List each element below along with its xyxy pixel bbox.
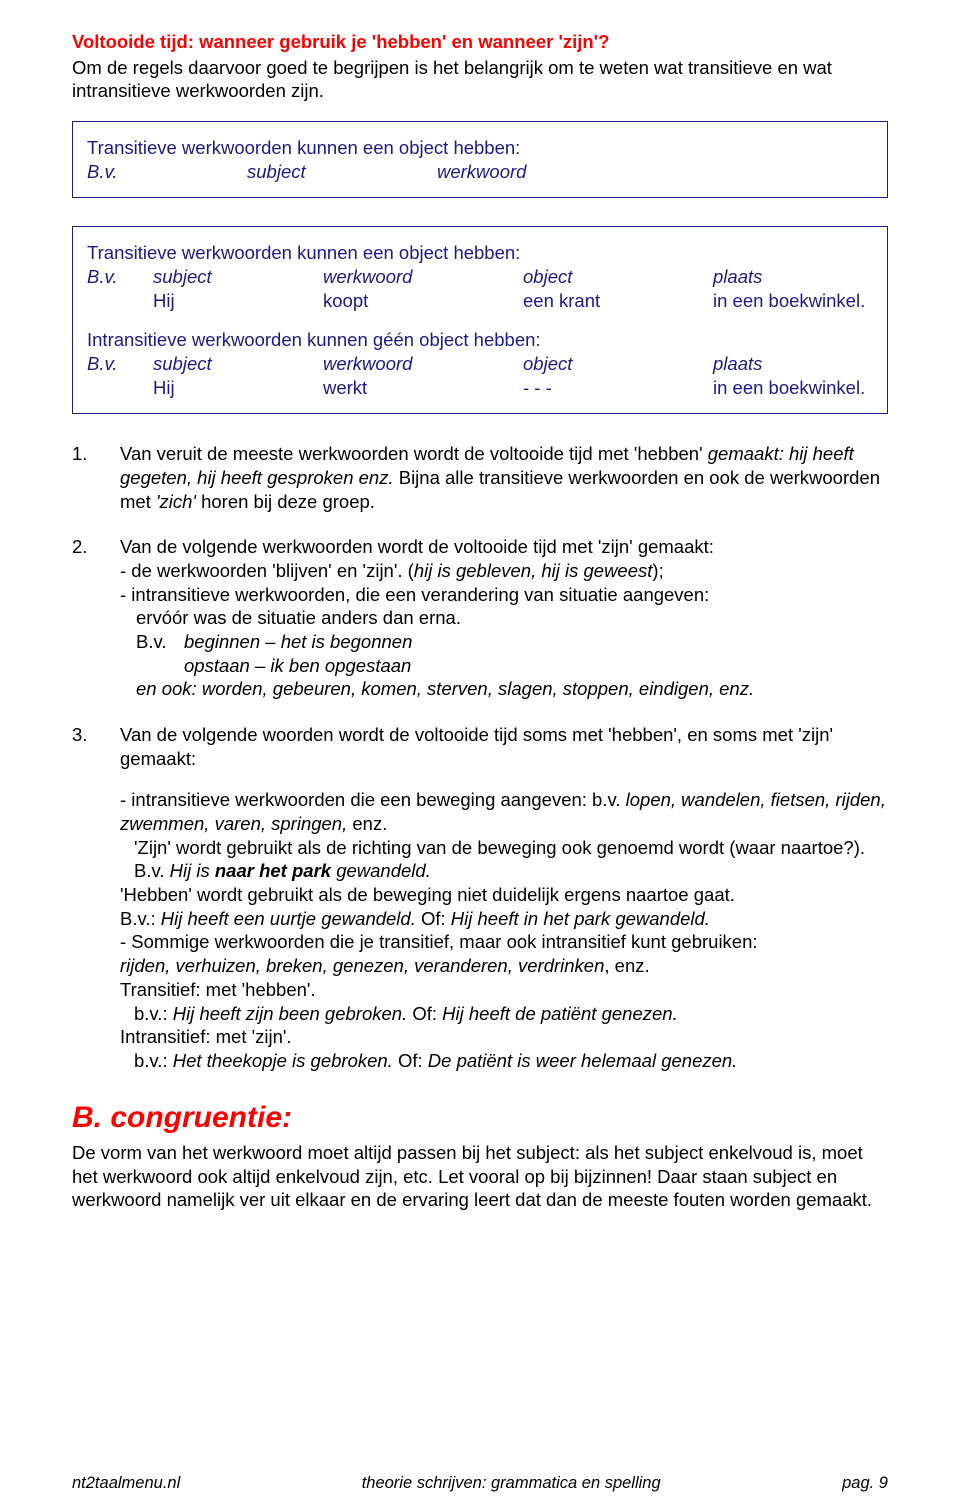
- text: B.v.:: [120, 908, 161, 929]
- text-italic: De patiënt is weer helemaal genezen.: [428, 1050, 738, 1071]
- text-italic: hij is gebleven, hij is geweest: [414, 560, 653, 581]
- line: b.v.: Het theekopje is gebroken. Of: De …: [120, 1049, 888, 1073]
- line: ervóór was de situatie anders dan erna.: [120, 606, 888, 630]
- cell-place: in een boekwinkel.: [713, 289, 865, 313]
- line: Transitief: met 'hebben'.: [120, 978, 888, 1002]
- col-object: object: [523, 265, 713, 289]
- list-item-3: 3. Van de volgende woorden wordt de volt…: [72, 723, 888, 1072]
- item-body: Van veruit de meeste werkwoorden wordt d…: [120, 442, 888, 513]
- hdr-subject: subject: [247, 160, 437, 184]
- cell-subject: Hij: [153, 376, 323, 400]
- bv-label: B.v.: [87, 265, 153, 289]
- cell-blank: [87, 289, 153, 313]
- text-bold-italic: naar het park: [215, 860, 331, 881]
- line: Van de volgende woorden wordt de voltooi…: [120, 723, 888, 770]
- bv-label: B.v.: [87, 160, 247, 184]
- line: b.v.: Hij heeft zijn been gebroken. Of: …: [120, 1002, 888, 1026]
- text-italic: Hij heeft de patiënt genezen.: [442, 1003, 678, 1024]
- bv-label: B.v.: [136, 630, 184, 654]
- numbered-list: 1. Van veruit de meeste werkwoorden word…: [72, 442, 888, 1072]
- text: enz.: [352, 813, 387, 834]
- text: Of:: [412, 1003, 442, 1024]
- col-subject: subject: [153, 352, 323, 376]
- cell-object: - - -: [523, 376, 713, 400]
- line: opstaan – ik ben opgestaan: [120, 654, 888, 678]
- text: );: [652, 560, 663, 581]
- cell-verb: werkt: [323, 376, 523, 400]
- hdr-verb: werkwoord: [437, 160, 627, 184]
- col-subject: subject: [153, 265, 323, 289]
- item-number: 1.: [72, 442, 120, 513]
- text-italic: worden, gebeuren, komen, sterven, slagen…: [202, 678, 754, 699]
- bv-label: B.v.: [87, 352, 153, 376]
- line: - Sommige werkwoorden die je transitief,…: [120, 930, 888, 954]
- text-italic: rijden, verhuizen, breken, genezen, vera…: [120, 955, 604, 976]
- transitive-heading: Transitieve werkwoorden kunnen een objec…: [87, 136, 873, 160]
- section-b-title: B. congruentie:: [72, 1099, 888, 1137]
- line: - intransitieve werkwoorden die een bewe…: [120, 788, 888, 835]
- page-footer: nt2taalmenu.nl theorie schrijven: gramma…: [72, 1473, 888, 1494]
- item-body: Van de volgende werkwoorden wordt de vol…: [120, 535, 888, 701]
- hdr-object-place: [627, 160, 873, 184]
- text: Of:: [421, 908, 451, 929]
- text: Of:: [398, 1050, 428, 1071]
- line: B.v.beginnen – het is begonnen: [120, 630, 888, 654]
- text: - intransitieve werkwoorden die een bewe…: [120, 789, 626, 810]
- text-italic: beginnen – het is begonnen: [184, 631, 412, 652]
- intransitive-heading: Intransitieve werkwoorden kunnen géén ob…: [87, 328, 873, 352]
- text-italic: gewandeld.: [331, 860, 431, 881]
- item-body: Van de volgende woorden wordt de voltooi…: [120, 723, 888, 1072]
- cell-place: in een boekwinkel.: [713, 376, 865, 400]
- line: 'Hebben' wordt gebruikt als de beweging …: [120, 883, 888, 907]
- transitive-heading: Transitieve werkwoorden kunnen een objec…: [87, 241, 873, 265]
- col-object: object: [523, 352, 713, 376]
- col-place: plaats: [713, 265, 762, 289]
- intro-paragraph: Om de regels daarvoor goed te begrijpen …: [72, 56, 888, 103]
- text-italic: Hij heeft in het park gewandeld.: [451, 908, 710, 929]
- list-item-1: 1. Van veruit de meeste werkwoorden word…: [72, 442, 888, 513]
- cell-subject: Hij: [153, 289, 323, 313]
- text: - de werkwoorden 'blijven' en 'zijn'. (: [120, 560, 414, 581]
- line: rijden, verhuizen, breken, genezen, vera…: [120, 954, 888, 978]
- text: Van veruit de meeste werkwoorden wordt d…: [120, 443, 708, 464]
- cell-verb: koopt: [323, 289, 523, 313]
- text: en ook:: [136, 678, 202, 699]
- text-italic: 'zich': [156, 491, 196, 512]
- col-verb: werkwoord: [323, 265, 523, 289]
- col-verb: werkwoord: [323, 352, 523, 376]
- definition-box: Transitieve werkwoorden kunnen een objec…: [72, 226, 888, 414]
- definition-box: Transitieve werkwoorden kunnen een objec…: [72, 121, 888, 198]
- line: - intransitieve werkwoorden, die een ver…: [120, 583, 888, 607]
- text-italic: Hij heeft zijn been gebroken.: [173, 1003, 413, 1024]
- col-place: plaats: [713, 352, 762, 376]
- text: b.v.:: [134, 1003, 173, 1024]
- item-number: 2.: [72, 535, 120, 701]
- line: B.v.: Hij heeft een uurtje gewandeld. Of…: [120, 907, 888, 931]
- text: b.v.:: [134, 1050, 173, 1071]
- line: Intransitief: met 'zijn'.: [120, 1025, 888, 1049]
- cell-object: een krant: [523, 289, 713, 313]
- footer-left: nt2taalmenu.nl: [72, 1473, 180, 1494]
- text: horen bij deze groep.: [196, 491, 375, 512]
- line: Van de volgende werkwoorden wordt de vol…: [120, 535, 888, 559]
- section-b-body: De vorm van het werkwoord moet altijd pa…: [72, 1141, 888, 1212]
- footer-center: theorie schrijven: grammatica en spellin…: [362, 1473, 661, 1494]
- footer-right: pag. 9: [842, 1473, 888, 1494]
- cell-blank: [87, 376, 153, 400]
- list-item-2: 2. Van de volgende werkwoorden wordt de …: [72, 535, 888, 701]
- page-title: Voltooide tijd: wanneer gebruik je 'hebb…: [72, 30, 888, 54]
- line: 'Zijn' wordt gebruikt als de richting va…: [120, 836, 888, 883]
- text-italic: Hij is: [170, 860, 215, 881]
- text-italic: Het theekopje is gebroken.: [173, 1050, 398, 1071]
- text-italic: Hij heeft een uurtje gewandeld.: [161, 908, 421, 929]
- line: - de werkwoorden 'blijven' en 'zijn'. (h…: [120, 559, 888, 583]
- line: en ook: worden, gebeuren, komen, sterven…: [120, 677, 888, 701]
- item-number: 3.: [72, 723, 120, 1072]
- text: , enz.: [604, 955, 649, 976]
